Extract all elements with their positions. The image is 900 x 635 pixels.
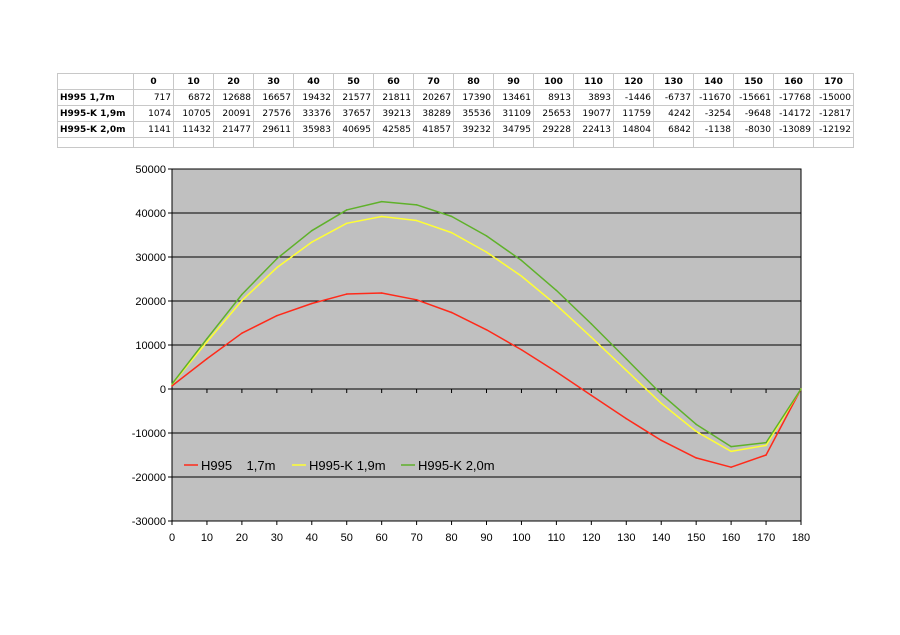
data-point: [695, 423, 697, 426]
data-point: [206, 357, 208, 360]
data-point: [730, 445, 732, 448]
data-point: [415, 219, 418, 222]
x-tick-label: 110: [548, 532, 566, 544]
y-tick-label: 40000: [135, 208, 166, 220]
data-point: [276, 266, 278, 269]
data-table-body: 0 10 20 30 40 50 60 70 80 90 100 110 120 130 140 150 160…: [57, 73, 854, 148]
y-tick-label: 20000: [135, 296, 166, 308]
data-table: 0 10 20 30 40 50 60 70 80 90 100 110 120 130 140 150 160…: [57, 73, 854, 148]
x-tick-label: 10: [201, 532, 213, 544]
data-point: [450, 231, 453, 234]
data-point: [345, 222, 348, 225]
x-tick-label: 50: [341, 532, 353, 544]
data-point: [520, 348, 523, 351]
x-tick-label: 60: [376, 532, 388, 544]
y-tick-label: -10000: [132, 428, 166, 440]
tick-labels: 50000 40000 30000 20000 10000 0 -10000 -20000 -3…: [132, 164, 810, 544]
data-point: [276, 257, 278, 260]
data-point: [660, 439, 663, 442]
data-point: [485, 328, 488, 331]
data-point: [765, 441, 767, 444]
legend-label: H995 1,7m: [201, 458, 275, 473]
data-point: [555, 304, 558, 306]
data-point: [241, 332, 243, 334]
data-point: [555, 371, 558, 373]
data-point: [276, 314, 278, 317]
data-point: [660, 402, 663, 405]
data-point: [380, 215, 383, 218]
x-tick-label: 150: [687, 532, 705, 544]
y-tick-label: 10000: [135, 340, 166, 352]
x-tick-label: 30: [271, 532, 283, 544]
x-tick-label: 180: [792, 532, 810, 544]
data-point: [520, 259, 523, 262]
data-point: [695, 430, 697, 433]
data-point: [730, 450, 732, 453]
data-point: [800, 388, 802, 390]
y-tick-label: -20000: [132, 472, 166, 484]
data-point: [310, 241, 313, 243]
x-tick-label: 160: [722, 532, 740, 544]
data-point: [590, 323, 593, 325]
x-tick-label: 0: [169, 532, 175, 544]
data-point: [625, 417, 628, 420]
table-blank-cell: [813, 137, 854, 148]
x-tick-label: 80: [445, 532, 457, 544]
data-point: [206, 341, 208, 343]
data-point: [590, 394, 593, 397]
data-point: [450, 311, 453, 314]
data-point: [345, 293, 348, 295]
data-point: [241, 299, 243, 302]
table-blank-row: [57, 137, 854, 148]
data-point: [555, 289, 558, 292]
axes: [168, 168, 802, 525]
data-point: [625, 358, 628, 360]
y-tick-label: -30000: [132, 516, 166, 528]
x-tick-label: 140: [652, 532, 670, 544]
table-row: H995-K 1,9m 1074 10705 20091 27576 33376 37657…: [57, 105, 854, 122]
data-point: [625, 369, 628, 372]
y-tick-label: 0: [160, 384, 166, 396]
data-point: [206, 337, 208, 340]
x-tick-label: 170: [757, 532, 775, 544]
data-point: [380, 200, 383, 203]
data-point: [310, 302, 313, 305]
data-point: [590, 336, 593, 339]
legend: H995 1,7m H995-K 1,9m H995-K 2,0m: [184, 458, 495, 473]
x-tick-label: 130: [617, 532, 635, 544]
data-point: [415, 299, 418, 301]
y-tick-label: 30000: [135, 252, 166, 264]
data-point: [765, 444, 767, 447]
data-point: [485, 251, 488, 253]
data-point: [695, 457, 697, 459]
series-lines: [171, 200, 802, 468]
data-point: [310, 229, 313, 232]
x-tick-label: 70: [410, 532, 422, 544]
data-point: [415, 204, 418, 206]
data-point: [241, 293, 243, 296]
data-point: [485, 235, 488, 237]
x-tick-label: 120: [582, 532, 600, 544]
table-header-row: 0 10 20 30 40 50 60 70 80 90 100 110 120 130 140 150 160…: [57, 73, 854, 90]
y-tick-label: 50000: [135, 164, 166, 176]
data-point: [171, 383, 173, 385]
data-point: [520, 275, 523, 277]
data-point: [660, 393, 663, 395]
data-point: [171, 385, 173, 387]
table-cell: -12817: [813, 105, 854, 122]
data-point: [765, 454, 767, 456]
data-point: [345, 209, 348, 211]
data-point: [450, 215, 453, 218]
x-tick-label: 20: [236, 532, 248, 544]
legend-label: H995-K 2,0m: [418, 458, 495, 473]
data-point: [730, 466, 732, 468]
x-tick-label: 90: [480, 532, 492, 544]
x-tick-label: 40: [306, 532, 318, 544]
data-point: [380, 292, 383, 294]
legend-label: H995-K 1,9m: [309, 458, 386, 473]
x-tick-label: 100: [512, 532, 530, 544]
table-row: H995 1,7m 717 6872 12688 16657 19432 21577 2181…: [57, 89, 854, 106]
